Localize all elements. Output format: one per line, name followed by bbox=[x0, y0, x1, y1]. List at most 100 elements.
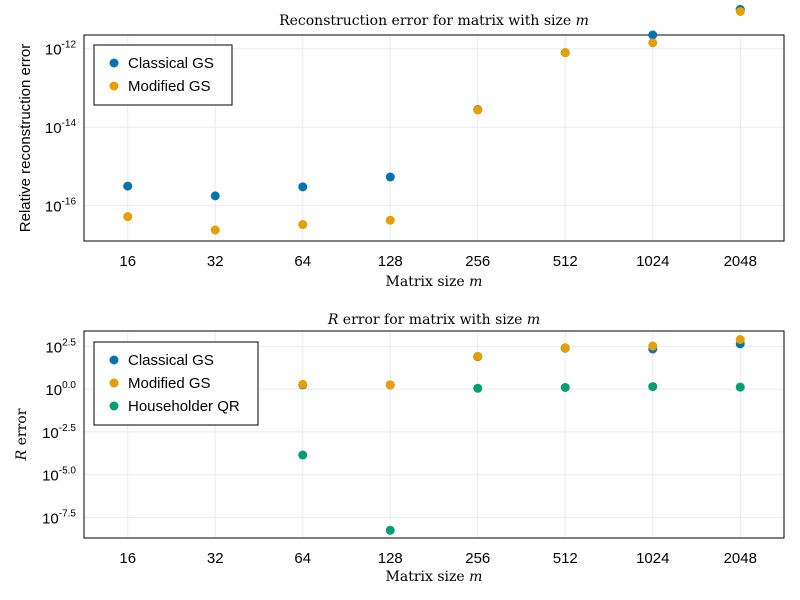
x-tick-label: 1024 bbox=[636, 253, 669, 270]
y-axis-label: R error bbox=[14, 408, 30, 461]
x-tick-label: 2048 bbox=[724, 550, 757, 567]
x-axis-label: Matrix size m bbox=[386, 274, 483, 290]
legend: Classical GS Modified GS Householder QR bbox=[93, 341, 259, 426]
x-tick-label: 32 bbox=[207, 253, 224, 270]
data-point bbox=[123, 181, 133, 191]
x-tick-label: 64 bbox=[294, 550, 311, 567]
legend-box bbox=[93, 341, 259, 426]
legend-marker bbox=[109, 58, 119, 68]
chart-title-part: R bbox=[327, 312, 339, 328]
chart-panel-2: 16 32 64 128 256 512 1024 2048102.5100.010-2.51… bbox=[14, 312, 785, 585]
data-point bbox=[123, 212, 133, 222]
series-modified-gs bbox=[298, 335, 745, 390]
legend: Classical GS Modified GS bbox=[93, 44, 233, 106]
chart-title: R error for matrix with size m bbox=[327, 312, 540, 328]
chart-title-part: m bbox=[576, 13, 589, 29]
x-tick-label: 512 bbox=[553, 253, 578, 270]
data-point bbox=[648, 38, 658, 48]
y-tick-exponent: -5.0 bbox=[59, 466, 77, 477]
data-point bbox=[735, 6, 745, 16]
y-tick-label: 10-2.5 bbox=[42, 423, 76, 442]
x-tick-label: 2048 bbox=[724, 253, 757, 270]
x-axis-label-part: Matrix size bbox=[386, 274, 470, 290]
x-tick-label: 128 bbox=[378, 253, 403, 270]
x-tick-label: 256 bbox=[465, 253, 490, 270]
plot-frame bbox=[83, 330, 785, 539]
x-tick-label: 1024 bbox=[636, 550, 669, 567]
data-point bbox=[735, 335, 745, 345]
y-tick-exponent: 0.0 bbox=[62, 380, 76, 391]
data-point bbox=[298, 379, 308, 389]
chart-title-part: Reconstruction error for matrix with siz… bbox=[279, 13, 576, 29]
y-tick-base: 10 bbox=[45, 120, 62, 137]
data-point bbox=[473, 351, 483, 361]
data-point bbox=[560, 343, 570, 353]
x-tick-label: 256 bbox=[465, 550, 490, 567]
y-tick-base: 10 bbox=[42, 510, 59, 527]
legend-marker bbox=[109, 378, 119, 388]
data-point bbox=[210, 225, 220, 235]
data-point bbox=[648, 382, 658, 392]
y-tick-label: 10-12 bbox=[45, 40, 77, 59]
y-tick-label: 100.0 bbox=[45, 380, 76, 399]
legend-label: Classical GS bbox=[128, 352, 214, 369]
legend-box bbox=[93, 44, 233, 106]
data-point bbox=[473, 383, 483, 393]
data-point bbox=[385, 215, 395, 225]
x-tick-label: 512 bbox=[553, 550, 578, 567]
y-tick-exponent: -12 bbox=[62, 40, 77, 51]
y-tick-base: 10 bbox=[42, 425, 59, 442]
legend-label: Householder QR bbox=[128, 398, 240, 415]
data-point bbox=[648, 30, 658, 40]
data-point bbox=[385, 380, 395, 390]
data-point bbox=[385, 172, 395, 182]
y-tick-exponent: -2.5 bbox=[59, 423, 77, 434]
data-point bbox=[560, 382, 570, 392]
data-point bbox=[298, 182, 308, 192]
y-axis-label-part: error bbox=[14, 408, 30, 450]
x-axis-label-part: m bbox=[469, 569, 482, 585]
legend-marker bbox=[109, 81, 119, 91]
y-tick-base: 10 bbox=[42, 468, 59, 485]
y-tick-base: 10 bbox=[45, 199, 62, 216]
series-householder-qr bbox=[298, 382, 745, 535]
x-tick-label: 32 bbox=[207, 550, 224, 567]
legend-label: Modified GS bbox=[128, 78, 211, 95]
chart-panel-1: 16 32 64 128 256 512 1024 204810-1610-1410-12Re… bbox=[17, 4, 785, 290]
legend-marker bbox=[109, 401, 119, 411]
y-tick-exponent: -14 bbox=[62, 118, 77, 129]
y-tick-base: 10 bbox=[45, 382, 62, 399]
y-tick-base: 10 bbox=[45, 42, 62, 59]
data-point bbox=[560, 48, 570, 58]
x-tick-label: 16 bbox=[119, 253, 136, 270]
y-tick-label: 10-14 bbox=[45, 118, 77, 137]
x-axis-label-part: Matrix size bbox=[386, 569, 470, 585]
data-point bbox=[298, 450, 308, 460]
y-axis-label-part: R bbox=[14, 449, 30, 461]
y-tick-label: 10-5.0 bbox=[42, 466, 76, 485]
x-axis-label-part: m bbox=[469, 274, 482, 290]
x-tick-label: 64 bbox=[294, 253, 311, 270]
plot-frame bbox=[83, 34, 785, 242]
chart-title-part: error for matrix with size bbox=[338, 312, 527, 328]
data-point bbox=[648, 341, 658, 351]
y-tick-label: 102.5 bbox=[45, 337, 76, 356]
y-tick-label: 10-16 bbox=[45, 197, 77, 216]
y-tick-exponent: 2.5 bbox=[62, 337, 76, 348]
x-tick-label: 128 bbox=[378, 550, 403, 567]
legend-marker bbox=[109, 355, 119, 365]
x-tick-label: 16 bbox=[119, 550, 136, 567]
data-point bbox=[735, 382, 745, 392]
data-point bbox=[473, 105, 483, 115]
data-point bbox=[385, 525, 395, 535]
y-tick-label: 10-7.5 bbox=[42, 508, 76, 527]
chart-title: Reconstruction error for matrix with siz… bbox=[279, 13, 589, 29]
y-tick-exponent: -7.5 bbox=[59, 508, 77, 519]
x-axis-label: Matrix size m bbox=[386, 569, 483, 585]
series-modified-gs bbox=[123, 6, 745, 235]
legend-label: Modified GS bbox=[128, 375, 211, 392]
data-point bbox=[210, 191, 220, 201]
y-axis-label: Relative reconstruction error bbox=[17, 44, 34, 232]
